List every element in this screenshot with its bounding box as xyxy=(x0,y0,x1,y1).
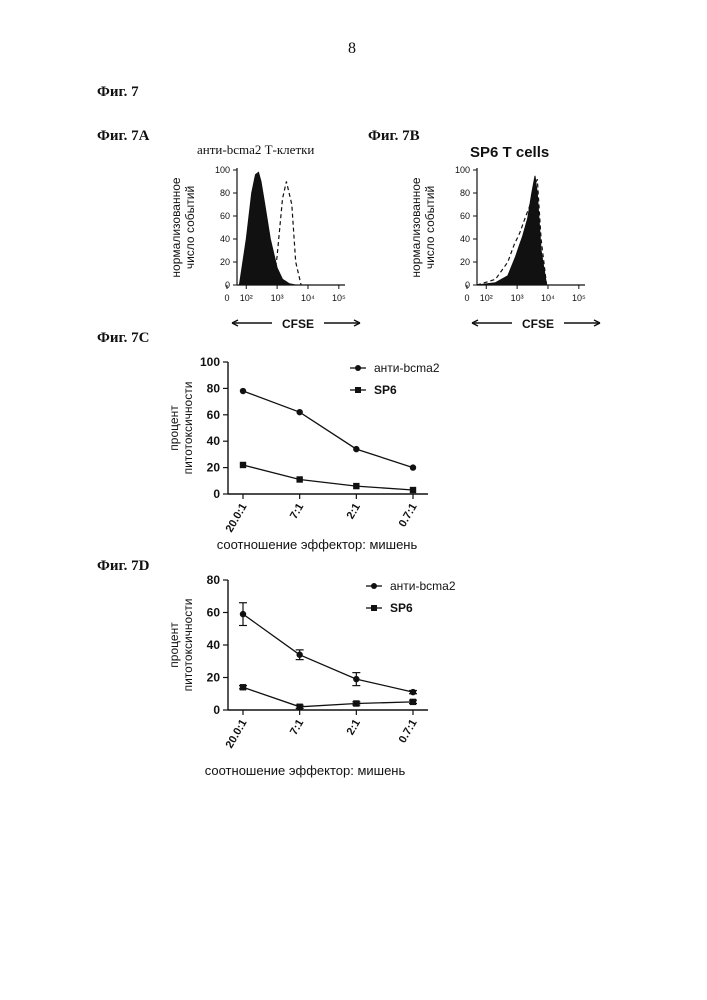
data-point-square xyxy=(240,462,246,468)
legend-marker-circle xyxy=(371,583,377,589)
y-tick-label: 20 xyxy=(207,461,221,475)
x-tick-label: 2:1 xyxy=(345,718,363,738)
data-point-circle xyxy=(353,446,359,452)
panel-a-title: анти-bcma2 Т-клетки xyxy=(197,142,314,158)
chart-7a: нормализованноечисло событий 0 20 40 60 80 100… xyxy=(150,160,370,340)
x-tick-label: 10⁴ xyxy=(301,293,315,303)
y-axis-label: нормализованное xyxy=(169,177,183,277)
legend-marker-circle xyxy=(355,365,361,371)
y-tick-label: 80 xyxy=(220,188,230,198)
y-tick-label: 80 xyxy=(207,381,221,395)
data-point-square xyxy=(296,704,302,710)
legend-label: анти-bcma2 xyxy=(374,361,440,375)
series-line xyxy=(243,391,413,468)
panel-d-label: Фиг. 7D xyxy=(97,558,149,575)
chart-7c: процентпитотоксичности 0 20 40 60 80 100 20.0:1… xyxy=(160,352,560,562)
panel-c-label: Фиг. 7С xyxy=(97,330,149,347)
x-tick-label: 0 xyxy=(224,293,229,303)
data-point-circle xyxy=(410,464,416,470)
y-axis-label: нормализованное xyxy=(409,177,423,277)
y-axis-label: питотоксичности xyxy=(181,382,195,475)
y-tick-label: 20 xyxy=(207,671,221,685)
y-tick-label: 60 xyxy=(220,211,230,221)
x-tick-label: 10⁵ xyxy=(572,293,586,303)
page-number: 8 xyxy=(340,40,364,58)
y-tick-label: 40 xyxy=(207,434,221,448)
chart-7b: нормализованноечисло событий 0 20 40 60 80 100… xyxy=(390,160,610,340)
y-axis-label: число событий xyxy=(423,186,437,269)
x-tick-label: 10⁵ xyxy=(332,293,346,303)
x-tick-label: 20.0:1 xyxy=(224,718,250,751)
data-point-square xyxy=(410,699,416,705)
data-point-square xyxy=(240,684,246,690)
data-point-circle xyxy=(240,611,246,617)
x-axis-label: CFSE xyxy=(282,317,314,331)
y-tick-label: 0 xyxy=(213,703,220,717)
y-tick-label: 100 xyxy=(455,165,470,175)
histogram-filled xyxy=(239,172,295,285)
x-tick-label: 10² xyxy=(240,293,253,303)
data-point-circle xyxy=(240,388,246,394)
x-tick-label: 2:1 xyxy=(345,502,363,522)
data-point-square xyxy=(296,476,302,482)
x-tick-label: 10² xyxy=(480,293,493,303)
y-tick-label: 20 xyxy=(460,257,470,267)
series-line xyxy=(243,687,413,707)
y-tick-label: 100 xyxy=(215,165,230,175)
x-tick-label: 10⁴ xyxy=(541,293,555,303)
legend-marker-square xyxy=(355,387,361,393)
y-axis-label: процент xyxy=(167,622,181,668)
chart-7d: процентпитотоксичности 0 20 40 60 80 20.0:1 7:1… xyxy=(160,570,560,790)
data-point-circle xyxy=(410,689,416,695)
x-tick-label: 7:1 xyxy=(288,502,306,522)
panel-a-label: Фиг. 7А xyxy=(97,128,149,145)
y-tick-label: 0 xyxy=(213,487,220,501)
legend-label: анти-bcma2 xyxy=(390,579,456,593)
x-tick-label: 20.0:1 xyxy=(224,502,250,535)
x-tick-label: 10³ xyxy=(271,293,284,303)
y-tick-label: 60 xyxy=(460,211,470,221)
x-tick-label: 7:1 xyxy=(288,718,306,738)
x-axis-label: CFSE xyxy=(522,317,554,331)
x-tick-label: 0.7:1 xyxy=(397,718,420,746)
legend-label: SP6 xyxy=(374,383,397,397)
data-point-square xyxy=(353,700,359,706)
y-tick-label: 60 xyxy=(207,606,221,620)
legend-label: SP6 xyxy=(390,601,413,615)
y-axis-label: процент xyxy=(167,405,181,451)
data-point-square xyxy=(410,487,416,493)
data-point-square xyxy=(353,483,359,489)
data-point-circle xyxy=(296,652,302,658)
x-tick-label: 10³ xyxy=(511,293,524,303)
y-tick-label: 40 xyxy=(220,234,230,244)
series-line xyxy=(243,614,413,692)
x-tick-label: 0 xyxy=(464,293,469,303)
data-point-circle xyxy=(353,676,359,682)
x-tick-label: 0.7:1 xyxy=(397,502,420,530)
y-axis-label: питотоксичности xyxy=(181,599,195,692)
y-tick-label: 60 xyxy=(207,408,221,422)
y-tick-label: 40 xyxy=(207,638,221,652)
panel-b-label: Фиг. 7В xyxy=(368,128,420,145)
panel-b-title: SP6 T cells xyxy=(470,144,549,161)
y-axis-label: число событий xyxy=(183,186,197,269)
y-tick-label: 100 xyxy=(200,355,220,369)
series-line xyxy=(243,465,413,490)
y-tick-label: 80 xyxy=(460,188,470,198)
y-tick-label: 40 xyxy=(460,234,470,244)
x-axis-label: соотношение эффектор: мишень xyxy=(205,763,406,778)
x-axis-label: соотношение эффектор: мишень xyxy=(217,537,418,552)
y-tick-label: 80 xyxy=(207,573,221,587)
data-point-circle xyxy=(296,409,302,415)
figure-label: Фиг. 7 xyxy=(97,84,139,101)
y-tick-label: 20 xyxy=(220,257,230,267)
histogram-filled xyxy=(477,176,547,285)
legend-marker-square xyxy=(371,605,377,611)
